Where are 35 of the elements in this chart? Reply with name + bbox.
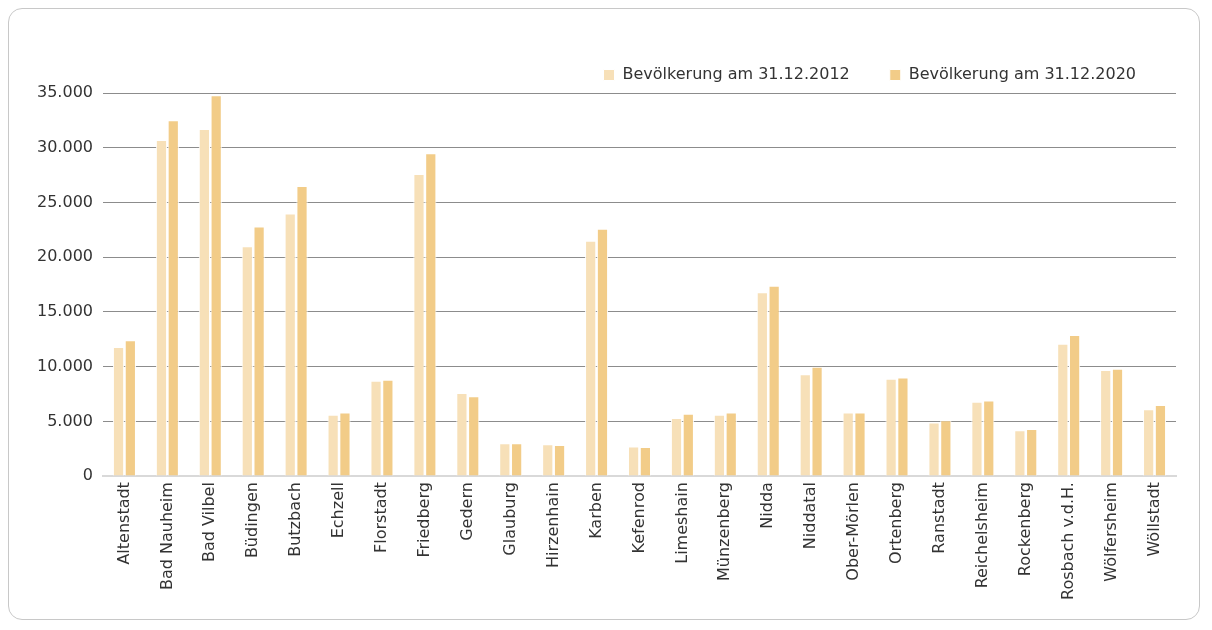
y-tick-label: 5.000	[47, 410, 93, 430]
x-tick-label: Karben	[585, 482, 605, 539]
x-tick-label: Münzenberg	[714, 482, 734, 582]
x-tick-label: Echzell	[328, 482, 348, 539]
x-tick-label: Kefenrod	[628, 482, 648, 554]
x-tick-label: Bad Nauheim	[156, 482, 176, 591]
x-tick-label: Hirzenhain	[542, 482, 562, 569]
x-tick-label: Friedberg	[414, 482, 434, 558]
x-tick-label: Bad Vilbel	[199, 482, 219, 563]
x-tick-label: Ranstadt	[929, 482, 949, 554]
legend-label: Bevölkerung am 31.12.2020	[908, 64, 1136, 84]
x-tick-label: Wölfersheim	[1100, 482, 1120, 582]
y-tick-label: 30.000	[37, 136, 93, 156]
x-tick-label: Reichelsheim	[972, 482, 992, 589]
x-tick-label: Butzbach	[285, 482, 305, 557]
x-tick-label: Niddatal	[800, 482, 820, 550]
y-tick-label: 15.000	[37, 301, 93, 321]
x-tick-label: Ortenberg	[886, 482, 906, 564]
x-tick-label: Rosbach v.d.H.	[1057, 482, 1077, 601]
y-tick-label: 25.000	[37, 191, 93, 211]
x-tick-label: Ober-Mörlen	[843, 482, 863, 581]
y-tick-label: 10.000	[37, 355, 93, 375]
x-tick-label: Gedern	[456, 482, 476, 541]
x-tick-label: Altenstadt	[113, 482, 133, 565]
y-tick-label: 20.000	[37, 246, 93, 266]
legend-label: Bevölkerung am 31.12.2012	[622, 64, 850, 84]
x-tick-label: Wöllstadt	[1143, 482, 1163, 557]
y-tick-label: 35.000	[37, 82, 93, 102]
x-tick-label: Nidda	[757, 482, 777, 529]
y-tick-label: 0	[82, 465, 93, 485]
x-tick-label: Glauburg	[499, 482, 519, 556]
x-tick-label: Limeshain	[671, 482, 691, 564]
x-tick-label: Florstadt	[371, 482, 391, 553]
x-tick-label: Rockenberg	[1014, 482, 1034, 577]
x-tick-label: Büdingen	[242, 482, 262, 559]
